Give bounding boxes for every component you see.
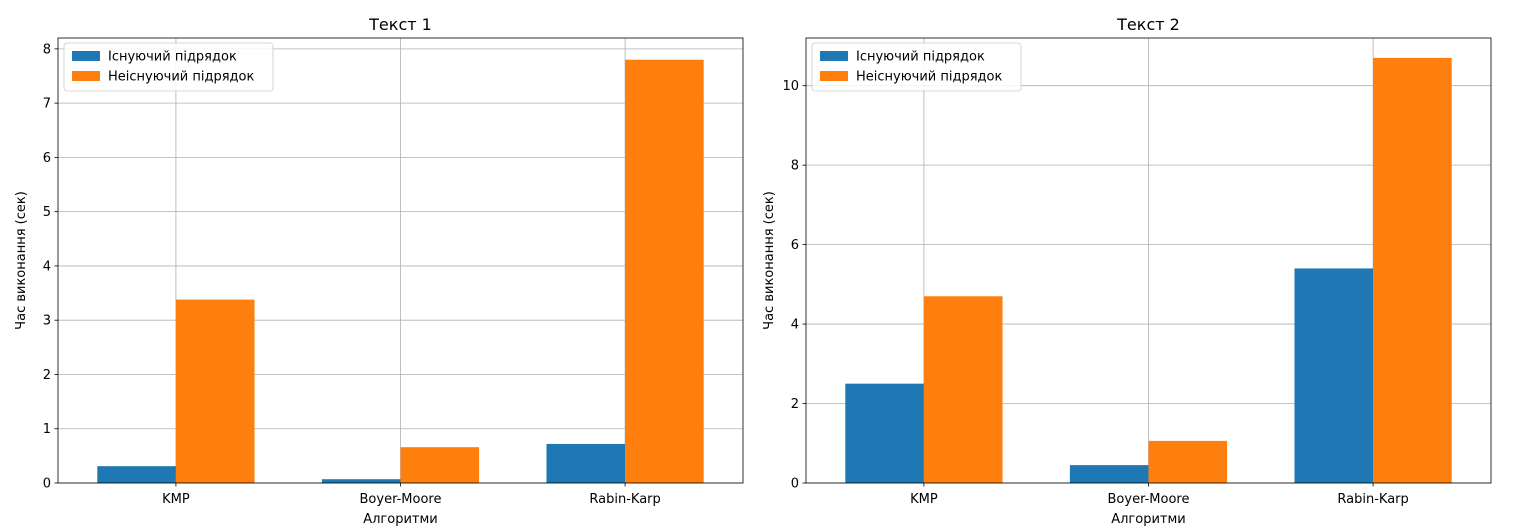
x-tick-label: KMP bbox=[162, 492, 190, 507]
chart-1: 0 1 2 3 4 5 6 7 8 KMP Boyer-Moore Rabin-Karp Текст 1… bbox=[14, 15, 744, 527]
bar-existing-boyer-moore bbox=[321, 479, 401, 483]
bar-existing-kmp bbox=[97, 466, 176, 483]
bar-existing-rabin-karp bbox=[1294, 268, 1374, 483]
chart-title: Текст 1 bbox=[368, 15, 432, 34]
y-tick-label: 6 bbox=[791, 238, 799, 253]
legend: Існуючий підрядок Неіснуючий підрядок bbox=[811, 42, 1022, 92]
legend-box bbox=[63, 42, 274, 92]
legend: Існуючий підрядок Неіснуючий підрядок bbox=[63, 42, 274, 92]
x-tick-label: KMP bbox=[910, 492, 938, 507]
y-tick-label: 4 bbox=[43, 259, 51, 274]
legend-label: Існуючий підрядок bbox=[108, 50, 237, 65]
y-tick-label: 0 bbox=[791, 477, 799, 492]
bar-existing-kmp bbox=[845, 383, 924, 483]
y-tick-label: 10 bbox=[782, 79, 799, 94]
y-axis-label: Час виконання (сек) bbox=[14, 191, 29, 330]
legend-label: Існуючий підрядок bbox=[856, 50, 985, 65]
bar-nonexisting-boyer-moore bbox=[1148, 440, 1228, 483]
chart-2: 0 2 4 6 8 10 KMP Boyer-Moore Rabin-Karp Текст 2 Ал… bbox=[762, 15, 1492, 527]
y-tick-label: 5 bbox=[43, 205, 51, 220]
x-tick-label: Boyer-Moore bbox=[1108, 492, 1190, 507]
bar-nonexisting-boyer-moore bbox=[400, 447, 480, 483]
y-tick-label: 7 bbox=[43, 97, 51, 112]
y-tick-label: 2 bbox=[791, 397, 799, 412]
bar-nonexisting-kmp bbox=[175, 299, 255, 483]
bar-existing-boyer-moore bbox=[1069, 465, 1149, 483]
bar-nonexisting-rabin-karp bbox=[625, 59, 704, 484]
x-tick-label: Rabin-Karp bbox=[589, 492, 660, 507]
chart-title: Текст 2 bbox=[1116, 15, 1180, 34]
y-tick-label: 4 bbox=[791, 318, 799, 333]
legend-swatch bbox=[820, 71, 848, 81]
y-tick-label: 2 bbox=[43, 368, 51, 383]
legend-swatch bbox=[820, 51, 848, 61]
legend-label: Неіснуючий підрядок bbox=[856, 70, 1002, 85]
y-tick-label: 0 bbox=[43, 477, 51, 492]
legend-label: Неіснуючий підрядок bbox=[108, 70, 254, 85]
y-tick-label: 3 bbox=[43, 314, 51, 329]
legend-box bbox=[811, 42, 1022, 92]
x-axis-label: Алгоритми bbox=[1111, 512, 1186, 527]
y-tick-label: 8 bbox=[43, 42, 51, 57]
x-axis-label: Алгоритми bbox=[363, 512, 438, 527]
legend-swatch bbox=[72, 51, 100, 61]
bar-existing-rabin-karp bbox=[546, 443, 626, 483]
bar-nonexisting-kmp bbox=[923, 296, 1003, 483]
x-tick-label: Boyer-Moore bbox=[360, 492, 442, 507]
bar-nonexisting-rabin-karp bbox=[1373, 57, 1452, 484]
legend-swatch bbox=[72, 71, 100, 81]
y-tick-label: 6 bbox=[43, 151, 51, 166]
x-tick-label: Rabin-Karp bbox=[1337, 492, 1408, 507]
y-axis-label: Час виконання (сек) bbox=[762, 191, 777, 330]
y-tick-label: 1 bbox=[43, 422, 51, 437]
y-tick-label: 8 bbox=[791, 159, 799, 174]
